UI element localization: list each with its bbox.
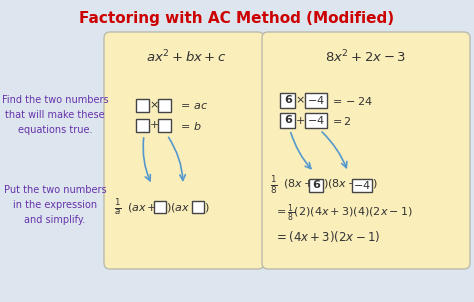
Text: 6: 6 (284, 115, 292, 125)
FancyBboxPatch shape (352, 178, 372, 191)
Text: $\times$: $\times$ (295, 95, 305, 105)
Text: $(ax+$: $(ax+$ (127, 201, 157, 214)
Text: Factoring with AC Method (Modified): Factoring with AC Method (Modified) (80, 11, 394, 25)
FancyBboxPatch shape (262, 32, 470, 269)
FancyBboxPatch shape (305, 92, 327, 108)
Text: $\times$: $\times$ (149, 100, 159, 110)
Text: $-4$: $-4$ (353, 179, 371, 191)
Text: $-4$: $-4$ (307, 94, 325, 106)
Text: Put the two numbers
in the expression
and simplify.: Put the two numbers in the expression an… (4, 185, 106, 225)
Text: $ax^2+bx+c$: $ax^2+bx+c$ (146, 49, 227, 65)
Text: $)$: $)$ (372, 178, 377, 191)
Text: $\frac{1}{a}$: $\frac{1}{a}$ (114, 198, 122, 218)
Text: $)(8x+$: $)(8x+$ (323, 178, 358, 191)
Text: 6: 6 (284, 95, 292, 105)
FancyBboxPatch shape (281, 92, 295, 108)
Text: $+$: $+$ (295, 114, 305, 126)
FancyBboxPatch shape (158, 118, 172, 131)
Text: Find the two numbers
that will make these
equations true.: Find the two numbers that will make thes… (2, 95, 109, 135)
FancyBboxPatch shape (158, 98, 172, 111)
Text: $=-24$: $=-24$ (330, 95, 373, 107)
Text: 6: 6 (312, 180, 320, 190)
Text: $+$: $+$ (149, 120, 159, 130)
FancyBboxPatch shape (137, 118, 149, 131)
Text: $=\,ac$: $=\,ac$ (178, 101, 208, 111)
FancyBboxPatch shape (137, 98, 149, 111)
Text: $8x^2+2x-3$: $8x^2+2x-3$ (325, 49, 407, 65)
FancyBboxPatch shape (154, 201, 166, 213)
Text: $-4$: $-4$ (307, 114, 325, 126)
Text: $=\,b$: $=\,b$ (178, 120, 202, 132)
FancyBboxPatch shape (305, 113, 327, 127)
FancyBboxPatch shape (192, 201, 204, 213)
Text: $=2$: $=2$ (330, 115, 352, 127)
FancyBboxPatch shape (281, 113, 295, 127)
Text: $=(4x+3)(2x-1)$: $=(4x+3)(2x-1)$ (274, 230, 381, 245)
Text: $\frac{1}{8}$: $\frac{1}{8}$ (270, 174, 278, 196)
Text: $(8x+$: $(8x+$ (283, 178, 313, 191)
Text: $)(ax+$: $)(ax+$ (166, 201, 201, 214)
Text: $)$: $)$ (204, 201, 210, 214)
FancyBboxPatch shape (309, 178, 323, 191)
Text: $=\frac{1}{8}(2)(4x+3)(4)(2x-1)$: $=\frac{1}{8}(2)(4x+3)(4)(2x-1)$ (274, 202, 413, 224)
FancyBboxPatch shape (104, 32, 264, 269)
